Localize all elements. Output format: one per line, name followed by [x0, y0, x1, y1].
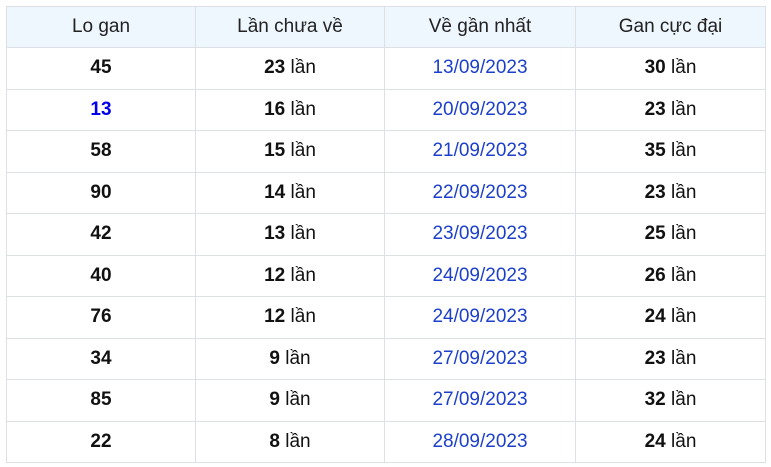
last-date[interactable]: 28/09/2023 [384, 420, 576, 463]
lo-number: 34 [6, 337, 196, 380]
max-gap: 25 lần [575, 213, 766, 256]
table-row: 40 12 lần 24/09/2023 26 lần [6, 254, 766, 297]
lo-number: 58 [6, 130, 196, 173]
missed-count: 23 lần [195, 47, 385, 90]
table-row: 13 16 lần 20/09/2023 23 lần [6, 88, 766, 131]
missed-count: 9 lần [195, 337, 385, 380]
lo-number: 42 [6, 213, 196, 256]
lo-number: 22 [6, 420, 196, 463]
max-gap: 23 lần [575, 88, 766, 131]
max-gap: 32 lần [575, 379, 766, 422]
last-date[interactable]: 13/09/2023 [384, 47, 576, 90]
lo-number: 90 [6, 171, 196, 214]
lo-number: 40 [6, 254, 196, 297]
header-lo-gan: Lo gan [6, 6, 196, 48]
max-gap: 26 lần [575, 254, 766, 297]
header-lan-chua-ve: Lần chưa về [195, 6, 385, 48]
lo-number: 45 [6, 47, 196, 90]
max-gap: 35 lần [575, 130, 766, 173]
missed-count: 8 lần [195, 420, 385, 463]
header-row: Lo gan Lần chưa về Về gần nhất Gan cực đ… [6, 6, 766, 48]
table-row: 42 13 lần 23/09/2023 25 lần [6, 213, 766, 256]
header-gan-cuc-dai: Gan cực đại [575, 6, 766, 48]
last-date[interactable]: 27/09/2023 [384, 379, 576, 422]
missed-count: 14 lần [195, 171, 385, 214]
missed-count: 13 lần [195, 213, 385, 256]
table-row: 22 8 lần 28/09/2023 24 lần [6, 420, 766, 463]
lo-number: 85 [6, 379, 196, 422]
table-row: 58 15 lần 21/09/2023 35 lần [6, 130, 766, 173]
last-date[interactable]: 20/09/2023 [384, 88, 576, 131]
table-row: 34 9 lần 27/09/2023 23 lần [6, 337, 766, 380]
max-gap: 23 lần [575, 337, 766, 380]
max-gap: 24 lần [575, 296, 766, 339]
last-date[interactable]: 24/09/2023 [384, 296, 576, 339]
missed-count: 16 lần [195, 88, 385, 131]
table-row: 45 23 lần 13/09/2023 30 lần [6, 47, 766, 90]
lo-gan-table: Lo gan Lần chưa về Về gần nhất Gan cực đ… [6, 6, 766, 463]
missed-count: 12 lần [195, 254, 385, 297]
last-date[interactable]: 24/09/2023 [384, 254, 576, 297]
max-gap: 30 lần [575, 47, 766, 90]
max-gap: 24 lần [575, 420, 766, 463]
last-date[interactable]: 23/09/2023 [384, 213, 576, 256]
lo-number: 13 [6, 88, 196, 131]
lo-number: 76 [6, 296, 196, 339]
missed-count: 9 lần [195, 379, 385, 422]
table-row: 90 14 lần 22/09/2023 23 lần [6, 171, 766, 214]
missed-count: 12 lần [195, 296, 385, 339]
max-gap: 23 lần [575, 171, 766, 214]
table-row: 85 9 lần 27/09/2023 32 lần [6, 379, 766, 422]
last-date[interactable]: 21/09/2023 [384, 130, 576, 173]
table-row: 76 12 lần 24/09/2023 24 lần [6, 296, 766, 339]
header-ve-gan-nhat: Về gần nhất [384, 6, 576, 48]
missed-count: 15 lần [195, 130, 385, 173]
last-date[interactable]: 22/09/2023 [384, 171, 576, 214]
last-date[interactable]: 27/09/2023 [384, 337, 576, 380]
